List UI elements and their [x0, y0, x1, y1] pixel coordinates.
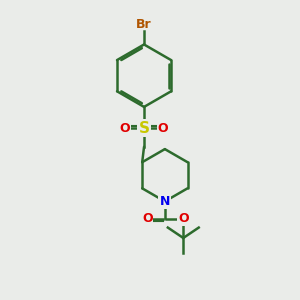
Text: O: O — [142, 212, 153, 225]
Text: O: O — [178, 212, 189, 225]
Text: O: O — [158, 122, 168, 135]
Text: S: S — [139, 121, 150, 136]
Text: Br: Br — [136, 17, 152, 31]
Text: O: O — [120, 122, 130, 135]
Text: N: N — [160, 195, 170, 208]
